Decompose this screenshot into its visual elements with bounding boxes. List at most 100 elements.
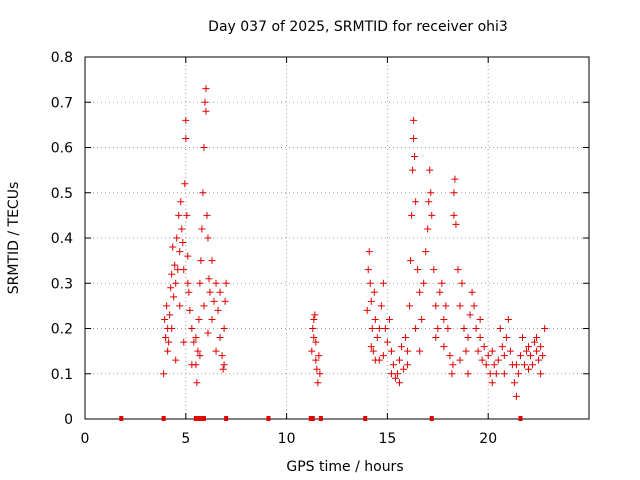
y-tick-label: 0.5 [51,186,73,202]
data-point [377,302,385,310]
data-point [520,361,528,369]
data-point [470,302,478,310]
data-point [183,211,191,219]
data-point [369,347,377,355]
data-point [416,288,424,296]
data-point [412,325,420,332]
data-point [371,356,379,364]
data-point [454,266,462,274]
data-point [414,266,422,274]
zero-marker [363,416,368,421]
data-point [177,198,185,206]
x-tick-label: 0 [81,431,90,447]
data-point [165,338,173,346]
data-point [186,306,194,314]
data-point [220,361,228,369]
data-point [176,302,184,310]
data-point [409,166,417,174]
data-point [204,234,212,242]
data-point [422,248,430,256]
data-point [498,343,506,351]
data-point [314,379,322,387]
data-point [432,302,440,310]
data-point [525,365,533,373]
x-axis-label: GPS time / hours [286,459,403,475]
data-point [398,343,406,351]
data-point [315,352,323,360]
data-point [310,315,318,323]
data-point [529,361,537,369]
data-point [196,279,204,287]
data-point [420,279,428,287]
data-point [450,211,458,219]
data-point [512,392,520,400]
y-tick-label: 0.8 [51,50,73,66]
data-point [181,180,189,188]
data-point [171,261,179,269]
data-point [427,189,435,197]
data-point [367,343,375,351]
zero-marker [310,416,315,421]
data-point [195,315,203,323]
ticks [84,56,589,420]
data-point [395,379,403,387]
data-point [379,352,387,360]
data-point [408,211,416,219]
data-point [371,315,379,323]
data-point [502,334,510,342]
data-point [516,352,524,360]
data-markers [119,85,549,421]
data-point [190,338,198,346]
zero-marker [161,416,166,421]
data-point [182,134,190,142]
data-point [486,370,494,378]
data-point [518,334,526,342]
data-point [202,85,210,93]
data-point [444,325,452,332]
data-point [412,198,420,206]
data-point [206,288,214,296]
data-point [169,243,177,251]
data-point [200,144,208,151]
data-point [476,315,484,323]
zero-marker [266,416,271,421]
data-point [160,370,168,378]
data-point [366,279,374,287]
data-point [311,311,319,319]
data-point [197,257,205,265]
data-point [490,361,498,369]
data-point [316,370,324,378]
data-point [309,325,317,332]
data-point [512,361,520,369]
data-point [180,338,188,346]
data-point [312,338,320,346]
data-point [504,315,512,323]
data-point [368,325,376,332]
data-point [424,225,432,233]
y-tick-label: 0.7 [51,95,73,111]
x-tick-label: 15 [378,431,396,447]
data-point [432,334,440,342]
data-point [210,297,218,305]
data-point [221,297,229,305]
x-tick-label: 5 [181,431,190,447]
data-point [430,266,438,274]
data-point [168,325,176,332]
data-point [484,352,492,360]
data-point [464,370,472,378]
data-point [175,211,183,219]
data-point [393,370,401,378]
data-point [514,370,522,378]
data-point [488,379,496,387]
data-point [205,275,213,283]
data-point [222,279,230,287]
zero-marker [318,416,323,421]
data-point [167,284,175,292]
data-point [363,306,371,314]
data-point [194,347,202,355]
data-point [201,98,209,106]
data-point [404,347,412,355]
data-point [474,347,482,355]
data-point [460,325,468,332]
